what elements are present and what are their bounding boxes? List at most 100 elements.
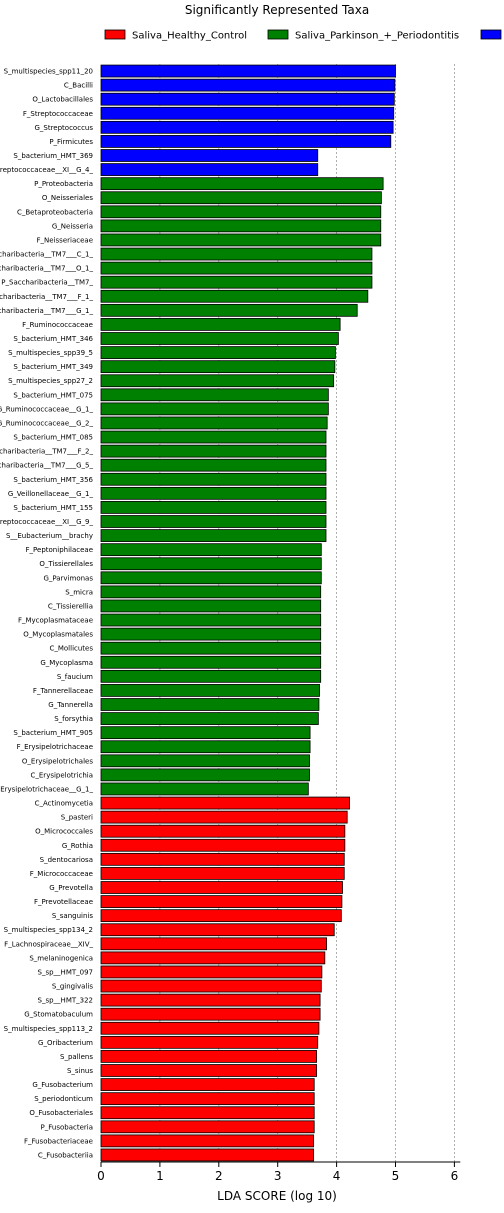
bar [100,895,343,908]
category-label: F_Ruminococcaceae [22,321,93,329]
bar [100,782,309,796]
bar [100,585,322,599]
category-label: S_bacterium_HMT_369 [13,152,93,160]
bar [100,965,323,979]
category-label: C_Bacilli [64,82,93,90]
bar [100,627,322,641]
x-tick-label: 6 [451,1169,459,1183]
category-label: reptococcaceae__XI__G_9_ [0,518,93,526]
category-label: ccharibacteria__TM7___F_2_ [0,448,93,456]
legend-label: Saliva_Parkinson_+_Periodontitis [295,31,459,42]
bar [100,64,396,78]
bar [100,149,319,162]
bar [100,613,322,627]
category-label: G_Parvimonas [43,574,93,582]
bar [100,486,327,500]
category-label: S_bacterium_HMT_356 [13,476,93,484]
category-label: S_multispecies_spp27_2 [8,377,93,385]
bar [100,177,384,191]
bar [100,754,310,768]
bar [100,1021,320,1035]
bar [100,557,322,571]
bar [100,824,346,838]
bar [100,346,336,359]
bar [100,120,394,134]
category-label: S_bacterium_HMT_085 [13,434,93,442]
category-label: G_Mycoplasma [40,659,93,667]
legend-swatch [267,29,289,40]
chart-title: Significantly Represented Taxa [185,3,369,17]
bar [100,416,328,430]
bar [100,768,310,782]
bar [100,881,343,894]
category-label: S_bacterium_HMT_346 [13,335,93,343]
bar [100,993,321,1007]
category-label: S_sinus [67,1067,93,1075]
category-label: C_Actinomycetia [35,800,93,808]
x-axis: 0 1 2 3 4 5 6 [97,1161,461,1183]
category-label: S_pasteri [61,814,93,822]
bar [100,909,342,923]
category-label: C_Tissierellia [48,602,93,610]
category-label: P_Firmicutes [49,138,93,146]
bar [100,135,392,148]
legend-label: Saliva_Healthy_Control [132,31,247,42]
category-label: ccharibacteria__TM7___G_5_ [0,462,93,470]
category-label: C_Mollicutes [49,645,93,653]
bar [100,571,322,585]
bar [100,289,369,303]
bar [100,979,322,993]
bar [100,543,322,557]
bar [100,1106,315,1120]
bar [100,684,320,697]
category-label: S_pallens [60,1053,93,1061]
category-label: F_Streptococcaceae [23,110,93,118]
category-label: S_multispecies_spp11_20 [4,68,93,76]
legend: Saliva_Healthy_Control Saliva_Parkinson_+… [104,29,502,42]
bar [100,233,382,247]
category-label: S__Eubacterium__brachy [6,532,93,540]
category-label: S_micra [65,588,93,596]
bar [100,458,327,472]
x-tick-label: 0 [97,1169,105,1183]
bar [100,275,373,289]
category-label: S_periodonticum [34,1095,93,1103]
category-label: F_Neisseriaceae [37,236,93,244]
category-label: G_Veillonellaceae__G_1_ [8,490,94,498]
category-label: S_gingivalis [52,983,93,991]
category-label: reptococcaceae__XI__G_4_ [0,166,93,174]
category-label: S_sp__HMT_322 [38,997,93,1005]
bar [100,515,327,528]
grid [159,64,455,1162]
bar [100,191,382,205]
bar [100,402,329,416]
x-tick-label: 2 [215,1169,223,1183]
category-label: G_Oribacterium [38,1039,93,1047]
category-label: F_Prevotellaceae [34,898,93,906]
category-label: ccharibacteria__TM7___F_1_ [0,293,93,301]
category-label: O_Neisseriales [42,194,93,202]
bar [100,374,335,388]
x-tick-label: 3 [274,1169,282,1183]
bar [100,303,358,317]
category-label: S_bacterium_HMT_075 [13,391,93,399]
category-label: G_Ruminococcaceae__G_2_ [0,419,94,427]
bar [100,1007,321,1021]
category-label: P_Saccharibacteria__TM7_ [1,279,93,287]
bar [100,360,336,374]
category-label: C_Erysipelotrichia [31,771,94,779]
bar [100,78,396,92]
x-tick-label: 4 [333,1169,341,1183]
bar [100,951,326,965]
bar [100,430,327,444]
category-label: G_Neisseria [52,222,93,230]
bar [100,1035,319,1049]
legend-swatch [104,29,126,40]
x-tick-label: 1 [156,1169,164,1183]
bar [100,529,327,542]
bar [100,205,382,219]
bar [100,1078,315,1091]
bar [100,923,335,937]
category-label: F_Tannerellaceae [33,687,93,695]
category-label: C_Betaproteobacteria [17,208,93,216]
